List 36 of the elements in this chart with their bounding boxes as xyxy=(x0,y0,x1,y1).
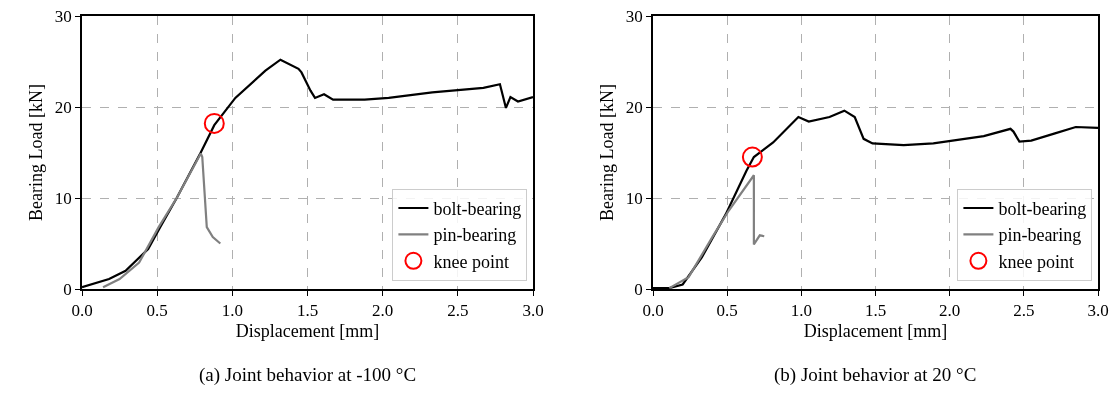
y-tick-label: 30 xyxy=(54,6,72,26)
y-tick-label: 20 xyxy=(625,97,643,117)
x-axis-title: Displacement [mm] xyxy=(235,320,380,341)
legend-label: knee point xyxy=(433,251,509,272)
x-tick-label: 1.0 xyxy=(221,301,243,321)
text: (b) Joint behavior at 20 °C xyxy=(774,364,977,386)
x-tick-label: 3.0 xyxy=(1087,301,1109,321)
legend-label: bolt-bearing xyxy=(433,199,522,220)
x-tick-label: 1.5 xyxy=(864,301,887,321)
x-tick-label: 0.5 xyxy=(146,301,168,321)
y-tick-label: 10 xyxy=(625,188,643,208)
y-tick-label: 0 xyxy=(63,279,72,299)
y-tick-label: 10 xyxy=(54,188,72,208)
x-tick-label: 0.0 xyxy=(642,301,664,321)
y-axis-title: Bearing Load [kN] xyxy=(596,84,617,221)
x-tick-label: 3.0 xyxy=(522,301,544,321)
legend-label: bolt-bearing xyxy=(998,199,1087,220)
line-series xyxy=(668,174,766,289)
y-tick-label: 30 xyxy=(625,6,643,26)
text: (a) Joint behavior at -100 °C xyxy=(199,364,417,386)
x-tick-label: 0.0 xyxy=(71,301,93,321)
legend-label: pin-bearing xyxy=(998,225,1082,246)
line-series xyxy=(101,152,222,289)
y-axis-title: Bearing Load [kN] xyxy=(25,84,46,221)
x-axis-title: Displacement [mm] xyxy=(803,320,948,341)
x-tick-label: 0.5 xyxy=(716,301,738,321)
x-tick-label: 2.5 xyxy=(447,301,469,321)
y-tick-label: 0 xyxy=(634,279,643,299)
legend-label: pin-bearing xyxy=(433,225,517,246)
legend-label: knee point xyxy=(998,251,1074,272)
x-tick-label: 1.5 xyxy=(296,301,319,321)
x-tick-label: 1.0 xyxy=(790,301,812,321)
x-tick-label: 2.0 xyxy=(939,301,961,321)
y-tick-label: 20 xyxy=(54,97,72,117)
x-tick-label: 2.0 xyxy=(372,301,394,321)
x-tick-label: 2.5 xyxy=(1013,301,1035,321)
